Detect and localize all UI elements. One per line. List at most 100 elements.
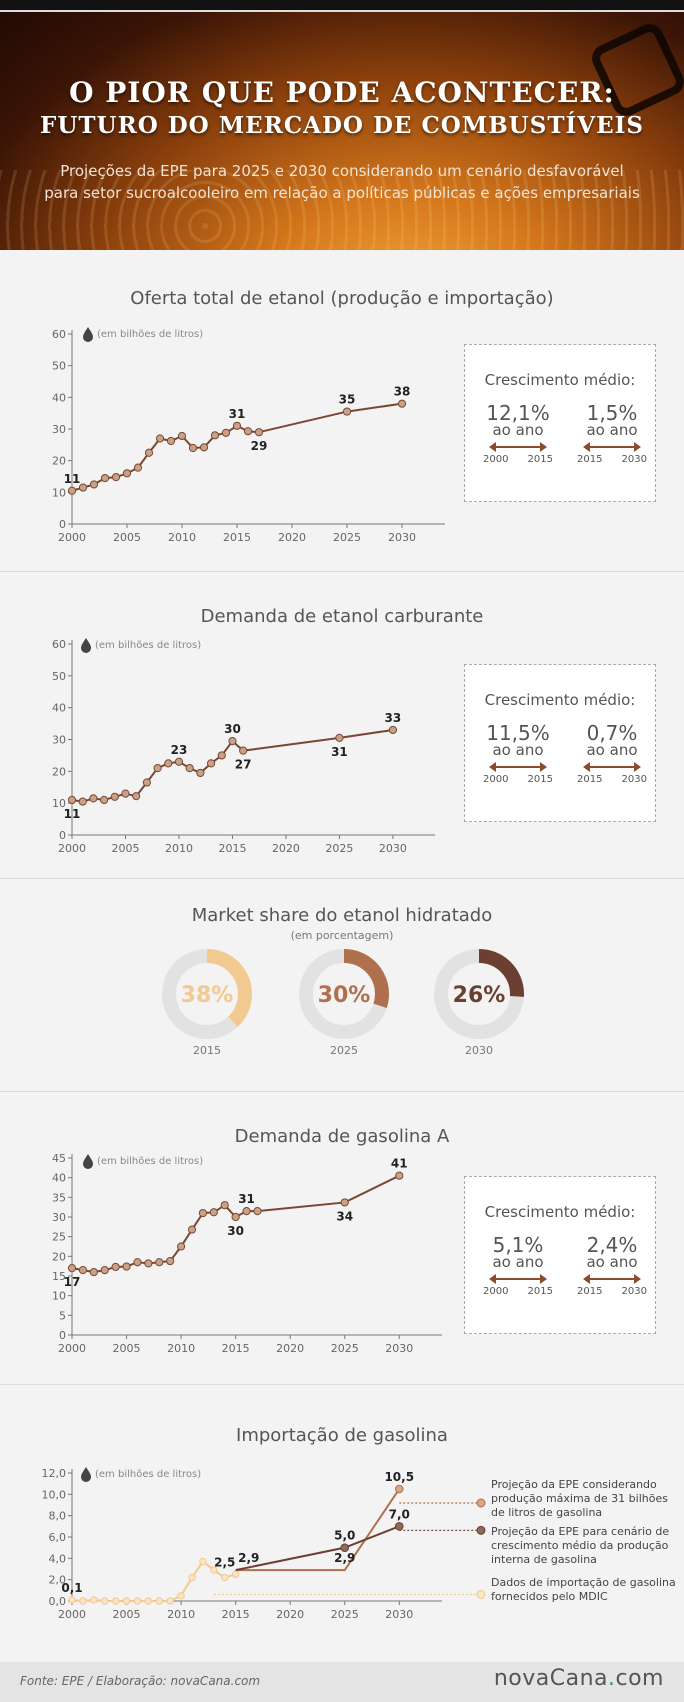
x-tick-label: 2025 xyxy=(331,1342,359,1355)
x-tick-label: 2010 xyxy=(168,531,196,544)
year-to: 2030 xyxy=(621,774,647,785)
data-point xyxy=(210,431,220,440)
fuel-bubbles xyxy=(0,170,684,250)
data-point xyxy=(78,1266,88,1275)
legend-line: Dados de importação de gasolina xyxy=(491,1576,676,1589)
y-tick-label: 12,0 xyxy=(42,1467,67,1480)
data-point xyxy=(242,1207,251,1216)
data-label: 30 xyxy=(227,1224,244,1238)
data-point xyxy=(209,1208,218,1217)
x-tick-label: 2025 xyxy=(333,531,361,544)
year-to: 2030 xyxy=(621,1286,647,1297)
y-tick-label: 30 xyxy=(52,423,66,436)
chart-title: Demanda de etanol carburante xyxy=(200,606,484,627)
y-tick-label: 60 xyxy=(52,328,66,341)
data-point xyxy=(199,1557,207,1566)
y-tick-label: 6,0 xyxy=(49,1531,67,1544)
double-arrow-icon xyxy=(489,1274,547,1284)
x-tick-label: 2005 xyxy=(111,842,139,855)
data-label: 29 xyxy=(251,439,268,453)
data-point xyxy=(166,1597,174,1605)
data-point xyxy=(155,1597,163,1605)
legend-marker xyxy=(476,1498,486,1508)
x-tick-label: 2000 xyxy=(58,842,86,855)
y-tick-label: 0 xyxy=(59,518,66,531)
data-point xyxy=(133,1597,142,1605)
y-tick-label: 50 xyxy=(52,670,66,683)
data-point xyxy=(188,1573,196,1582)
unit-label: (em bilhões de litros) xyxy=(97,1156,203,1167)
data-point xyxy=(68,1596,76,1604)
logo-dot: . xyxy=(608,1666,616,1691)
chart-subtitle: (em porcentagem) xyxy=(290,929,394,942)
data-point xyxy=(121,789,130,798)
growth-pct: 0,7% xyxy=(586,721,638,745)
data-point xyxy=(89,1267,98,1277)
data-point xyxy=(340,1198,349,1207)
section-market-share: Market share do etanol hidratado (em por… xyxy=(0,879,684,1092)
growth-first: 11,5% ao ano 2000 2015 xyxy=(483,723,553,785)
x-tick-label: 2000 xyxy=(58,1608,86,1621)
x-tick-label: 2020 xyxy=(276,1608,304,1621)
page-title-line2: FUTURO DO MERCADO DE COMBUSTÍVEIS xyxy=(40,112,644,139)
gasoline-demand-chart: (em bilhões de litros) 05101520253035404… xyxy=(52,1152,442,1355)
data-point xyxy=(89,794,98,803)
data-point xyxy=(67,1264,77,1273)
growth-box: Crescimento médio: 5,1% ao ano 2000 2015 … xyxy=(464,1176,656,1334)
data-point xyxy=(142,778,151,787)
data-point xyxy=(101,1597,109,1605)
legend-line: Projeção da EPE para cenário de xyxy=(491,1525,669,1538)
growth-box: Crescimento médio: 11,5% ao ano 2000 2015… xyxy=(464,664,656,822)
series-line-epe-max xyxy=(235,1488,401,1572)
x-tick-label: 2015 xyxy=(222,1608,250,1621)
page-subtitle: Projeções da EPE para 2025 e 2030 consid… xyxy=(0,160,684,204)
data-point xyxy=(217,751,226,760)
growth-title: Crescimento médio: xyxy=(484,1203,636,1221)
chart-title: Demanda de gasolina A xyxy=(234,1126,450,1147)
x-tick-label: 2005 xyxy=(113,1342,141,1355)
y-tick-label: 10 xyxy=(52,797,66,810)
data-point xyxy=(232,421,242,430)
growth-title: Crescimento médio: xyxy=(484,691,636,709)
growth-pct: 5,1% xyxy=(492,1233,544,1257)
year-from: 2015 xyxy=(577,454,603,465)
year-to: 2015 xyxy=(527,1286,553,1297)
x-tick-label: 2030 xyxy=(388,531,416,544)
data-point xyxy=(122,1597,131,1605)
y-tick-label: 40 xyxy=(52,1172,66,1185)
data-point xyxy=(199,443,209,452)
ethanol-supply-chart: (em bilhões de litros) 01020304050602000… xyxy=(52,327,445,544)
double-arrow-icon xyxy=(489,442,547,452)
x-tick-label: 2020 xyxy=(272,842,300,855)
data-point xyxy=(231,1570,240,1579)
y-tick-label: 40 xyxy=(52,702,66,715)
y-tick-label: 30 xyxy=(52,1211,66,1224)
data-label: 27 xyxy=(235,758,252,772)
y-tick-label: 60 xyxy=(52,638,66,651)
year-from: 2015 xyxy=(577,774,603,785)
double-arrow-icon xyxy=(583,442,641,452)
data-point xyxy=(254,428,264,437)
data-point xyxy=(253,1207,262,1216)
header-banner: O PIOR QUE PODE ACONTECER: FUTURO DO MER… xyxy=(0,12,684,250)
page-title: O PIOR QUE PODE ACONTECER: xyxy=(69,76,615,109)
source-text: Fonte: EPE / Elaboração: novaCana.com xyxy=(20,1674,261,1688)
section-ethanol-supply: Oferta total de etanol (produção e impor… xyxy=(0,250,684,572)
novacana-logo[interactable]: novaCana.com xyxy=(494,1666,664,1691)
data-point xyxy=(111,1262,120,1272)
data-label: 17 xyxy=(64,1275,81,1289)
data-label: 23 xyxy=(171,743,188,757)
x-tick-label: 2005 xyxy=(113,531,141,544)
x-tick-label: 2010 xyxy=(167,1608,195,1621)
data-point xyxy=(133,463,143,472)
y-tick-label: 0 xyxy=(59,1329,66,1342)
x-tick-label: 2015 xyxy=(218,842,246,855)
growth-first: 12,1% ao ano 2000 2015 xyxy=(483,403,553,465)
x-tick-label: 2015 xyxy=(222,1342,250,1355)
section-gasoline-imports: Importação de gasolina (em bilhões de li… xyxy=(0,1385,684,1662)
x-tick-label: 2000 xyxy=(58,1342,86,1355)
data-point xyxy=(185,764,194,773)
per-year-label: ao ano xyxy=(492,421,544,439)
chart-title: Market share do etanol hidratado xyxy=(191,905,493,926)
data-point xyxy=(335,733,344,743)
